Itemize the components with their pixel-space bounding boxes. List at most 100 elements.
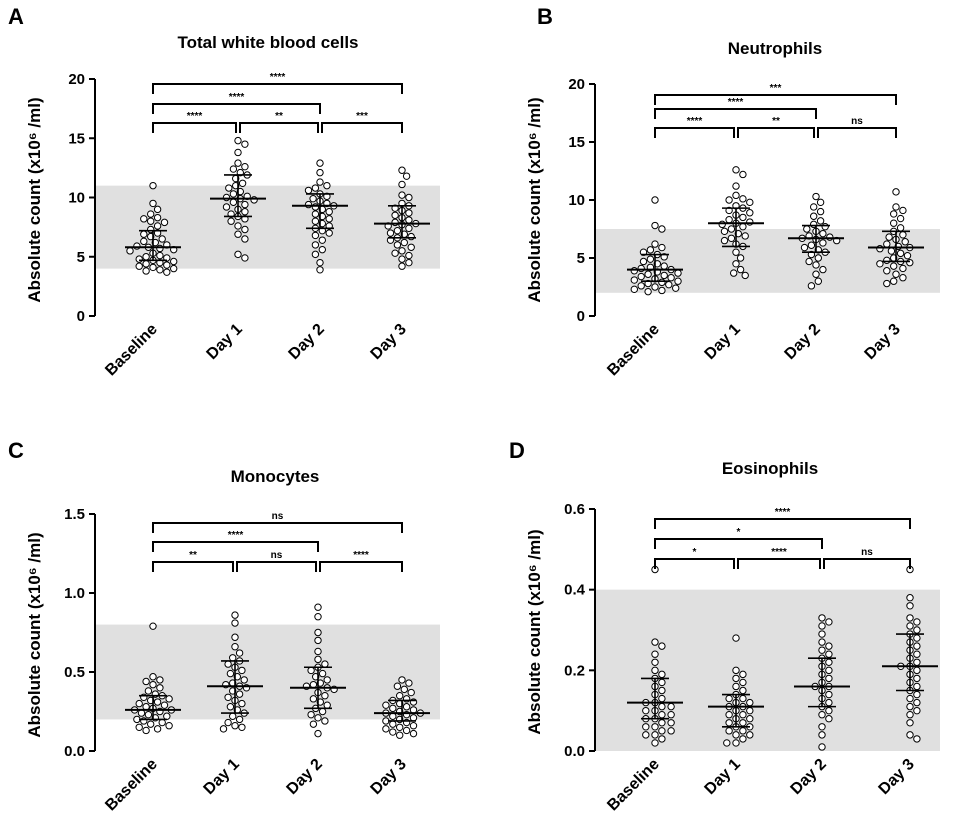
data-point xyxy=(651,283,659,291)
data-point xyxy=(903,251,912,260)
data-point xyxy=(819,239,827,247)
significance-label: **** xyxy=(687,116,703,127)
significance-label: ** xyxy=(275,111,283,122)
data-point xyxy=(892,188,900,196)
y-tick-label: 1.5 xyxy=(64,506,85,523)
data-point xyxy=(913,634,921,642)
data-point xyxy=(396,692,404,700)
data-point xyxy=(667,719,675,727)
data-point xyxy=(906,719,914,727)
data-point xyxy=(899,264,907,273)
data-point xyxy=(241,162,249,171)
significance-label: **** xyxy=(229,92,245,103)
significance-bracket xyxy=(152,122,237,133)
data-point xyxy=(314,636,322,645)
series-baseline xyxy=(125,622,181,735)
data-point xyxy=(651,666,659,675)
data-point xyxy=(400,685,408,694)
y-tick-label: 0.2 xyxy=(564,662,585,679)
data-point xyxy=(224,693,232,701)
data-point xyxy=(307,710,315,719)
data-point xyxy=(730,269,738,277)
data-point xyxy=(407,688,415,697)
x-tick-label: Day 3 xyxy=(368,321,410,363)
significance-label: ns xyxy=(851,116,863,127)
data-point xyxy=(913,690,921,699)
data-point xyxy=(396,731,404,739)
data-point xyxy=(158,235,166,243)
data-point xyxy=(231,643,239,651)
significance-label: ns xyxy=(861,547,873,558)
data-point xyxy=(149,680,157,689)
significance-label: ** xyxy=(189,550,197,561)
data-point xyxy=(391,218,399,227)
data-point xyxy=(393,226,402,235)
data-point xyxy=(398,255,406,263)
data-point xyxy=(224,718,232,727)
data-point xyxy=(156,684,164,692)
y-tick-label: 20 xyxy=(568,76,585,93)
significance-bracket xyxy=(152,103,321,114)
significance-bracket xyxy=(654,558,735,569)
data-point xyxy=(316,266,324,274)
data-point xyxy=(229,198,238,206)
series-day-3 xyxy=(374,676,430,739)
data-point xyxy=(826,233,834,241)
data-point xyxy=(651,723,659,731)
significance-bracket xyxy=(236,561,317,572)
data-point xyxy=(405,193,413,202)
data-point xyxy=(316,178,324,186)
data-point xyxy=(816,207,825,216)
data-point xyxy=(818,646,826,654)
significance-bracket xyxy=(152,83,403,94)
data-point xyxy=(816,217,825,225)
data-point xyxy=(135,262,143,270)
data-point xyxy=(667,702,675,711)
data-point xyxy=(892,203,900,211)
data-point xyxy=(807,282,816,290)
y-tick-label: 10 xyxy=(68,190,85,207)
data-point xyxy=(906,731,914,739)
data-point xyxy=(906,258,914,267)
data-point xyxy=(642,731,650,739)
data-point xyxy=(309,194,317,203)
data-point xyxy=(158,718,166,727)
data-point xyxy=(658,243,666,252)
data-point xyxy=(642,706,650,715)
y-tick-label: 1.0 xyxy=(64,585,85,602)
data-point xyxy=(665,280,673,289)
data-point xyxy=(219,725,228,733)
significance-label: **** xyxy=(771,547,787,558)
data-point xyxy=(398,191,406,199)
data-point xyxy=(309,695,318,703)
data-point xyxy=(818,711,826,719)
data-point xyxy=(234,136,242,145)
data-point xyxy=(660,271,668,280)
x-tick-label: Day 1 xyxy=(204,321,246,363)
data-point xyxy=(163,261,171,269)
data-point xyxy=(746,731,754,739)
data-point xyxy=(876,245,884,253)
data-point xyxy=(672,284,680,292)
data-point xyxy=(222,193,231,202)
data-point xyxy=(674,269,682,277)
data-point xyxy=(396,723,404,731)
data-point xyxy=(391,249,399,257)
data-point xyxy=(825,706,833,715)
data-point xyxy=(229,190,238,198)
data-point xyxy=(389,704,397,713)
data-point xyxy=(382,725,390,733)
data-point xyxy=(658,670,666,679)
data-point xyxy=(142,253,150,261)
panel-letter: B xyxy=(537,4,553,29)
y-tick-label: 0.4 xyxy=(564,582,586,599)
y-tick-label: 5 xyxy=(577,250,585,267)
data-point xyxy=(725,694,733,703)
series-baseline xyxy=(125,181,181,276)
significance-label: ns xyxy=(272,511,284,522)
data-point xyxy=(732,260,740,268)
data-point xyxy=(386,229,395,237)
data-point xyxy=(746,209,754,217)
data-point xyxy=(398,166,406,174)
